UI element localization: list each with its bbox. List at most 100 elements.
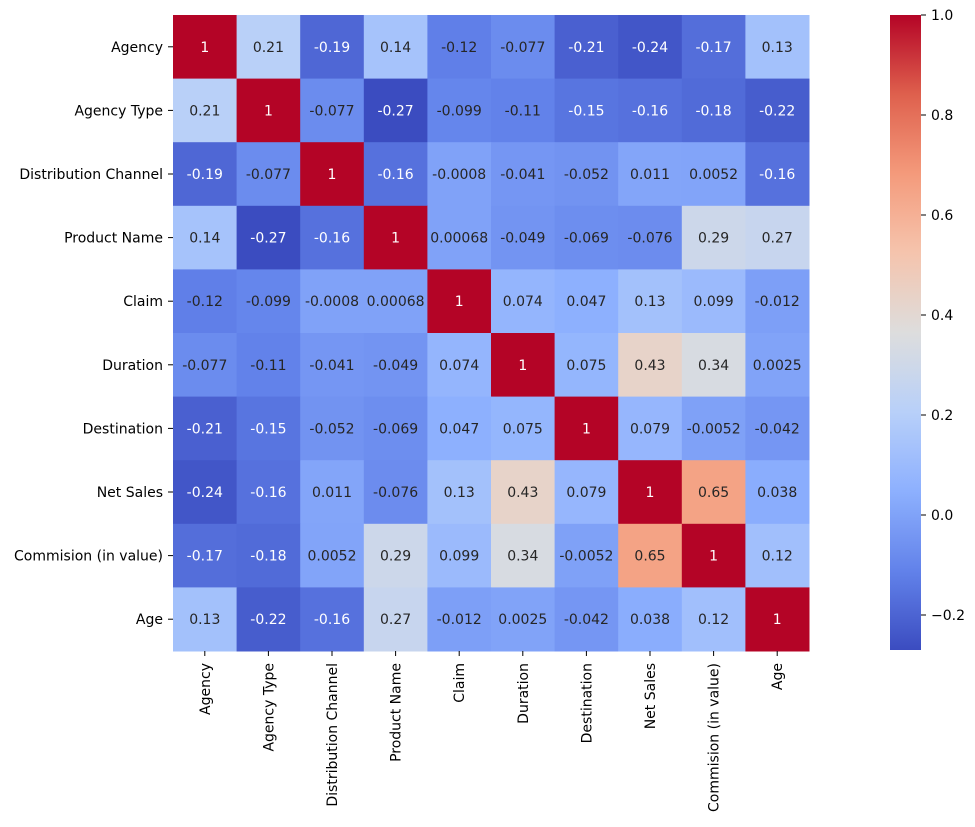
- cell-value-label: -0.052: [564, 167, 609, 183]
- heatmap-cell: [300, 205, 365, 270]
- heatmap-cell: [745, 333, 810, 398]
- cell-value-label: 0.12: [762, 549, 793, 565]
- cell-value-label: 0.074: [439, 358, 479, 374]
- cell-value-label: -0.012: [755, 294, 800, 310]
- heatmap-cell: [745, 396, 810, 461]
- heatmap-cell: [236, 396, 301, 461]
- heatmap-cell: [173, 269, 238, 334]
- cell-value-label: 0.074: [503, 294, 543, 310]
- heatmap-cell: [300, 333, 365, 398]
- cell-value-label: -0.16: [314, 612, 350, 628]
- cell-value-label: -0.27: [377, 103, 413, 119]
- heatmap-cell: [745, 142, 810, 207]
- heatmap-cell: [427, 460, 492, 525]
- cell-value-label: -0.077: [309, 103, 354, 119]
- heatmap-cell: [300, 142, 365, 207]
- cell-value-label: 1: [518, 358, 527, 374]
- cell-value-label: 0.038: [630, 612, 670, 628]
- heatmap-cell: [554, 396, 619, 461]
- heatmap-cell: [618, 142, 683, 207]
- cell-value-label: 0.0052: [689, 167, 738, 183]
- cell-value-label: -0.21: [568, 40, 604, 56]
- heatmap-cell: [173, 205, 238, 270]
- cell-value-label: -0.041: [309, 358, 354, 374]
- heatmap-cell: [681, 587, 746, 652]
- heatmap-cell: [491, 78, 556, 143]
- y-tick-label: Claim: [123, 294, 163, 310]
- heatmap-cell: [427, 523, 492, 588]
- heatmap-cell: [618, 205, 683, 270]
- x-tick-label: Agency: [198, 663, 214, 715]
- cell-value-label: 0.14: [189, 231, 220, 247]
- heatmap-cell: [173, 15, 238, 80]
- heatmap-cell: [491, 523, 556, 588]
- heatmap-cell: [618, 269, 683, 334]
- cell-value-label: -0.099: [246, 294, 291, 310]
- heatmap-cell: [681, 205, 746, 270]
- cell-value-label: -0.18: [695, 103, 731, 119]
- cell-value-label: 1: [455, 294, 464, 310]
- heatmap-cell: [745, 78, 810, 143]
- heatmap-cell: [236, 460, 301, 525]
- cell-value-label: 1: [709, 549, 718, 565]
- cell-value-label: -0.15: [250, 421, 286, 437]
- x-tick-label: Agency Type: [261, 663, 277, 752]
- cell-value-label: -0.15: [568, 103, 604, 119]
- cell-value-label: 0.13: [634, 294, 665, 310]
- heatmap-cell: [427, 333, 492, 398]
- cell-value-label: 0.29: [698, 231, 729, 247]
- y-tick-label: Net Sales: [97, 485, 163, 501]
- heatmap-cell: [745, 205, 810, 270]
- cell-value-label: -0.19: [187, 167, 223, 183]
- y-tick-label: Agency Type: [74, 103, 163, 119]
- x-axis: Agency Agency Type Distribution Channel Pro…: [198, 651, 786, 812]
- heatmap-cell: [745, 460, 810, 525]
- heatmap-cell: [618, 78, 683, 143]
- heatmap-cell: [554, 523, 619, 588]
- x-tick-label: Net Sales: [643, 663, 659, 729]
- colorbar: −0.2 0.0 0.2 0.4 0.6 0.8 1.0: [890, 8, 965, 650]
- heatmap-cell: [236, 587, 301, 652]
- y-tick-label: Product Name: [64, 231, 163, 247]
- x-tick-label: Claim: [452, 663, 468, 703]
- cell-value-label: 0.00068: [367, 294, 425, 310]
- heatmap-cell: [236, 269, 301, 334]
- y-tick-label: Destination: [83, 421, 163, 437]
- heatmap-cell: [173, 78, 238, 143]
- heatmap-cell: [491, 460, 556, 525]
- heatmap-cell: [427, 587, 492, 652]
- cell-value-label: -0.049: [500, 231, 545, 247]
- heatmap-cell: [363, 523, 428, 588]
- heatmap-cell: [427, 142, 492, 207]
- colorbar-gradient: [890, 15, 921, 650]
- cell-value-label: 0.075: [566, 358, 606, 374]
- heatmap-cell: [363, 78, 428, 143]
- cell-value-label: -0.099: [437, 103, 482, 119]
- y-tick-label: Agency: [111, 40, 163, 56]
- cell-value-label: 0.12: [698, 612, 729, 628]
- cell-value-label: -0.16: [632, 103, 668, 119]
- colorbar-tick-label: −0.2: [931, 608, 965, 624]
- cell-value-label: -0.19: [314, 40, 350, 56]
- heatmap-cell: [236, 15, 301, 80]
- heatmap-cell: [300, 269, 365, 334]
- cell-value-label: -0.22: [759, 103, 795, 119]
- heatmap-cell: [173, 396, 238, 461]
- colorbar-tick-label: 0.0: [931, 508, 953, 524]
- cell-value-label: 0.13: [762, 40, 793, 56]
- heatmap-cell: [363, 142, 428, 207]
- y-tick-label: Duration: [102, 358, 163, 374]
- cell-value-label: 0.0052: [308, 549, 357, 565]
- heatmap-cell: [681, 78, 746, 143]
- heatmap-cell: [554, 142, 619, 207]
- cell-value-label: 0.011: [312, 485, 352, 501]
- cell-value-label: 1: [582, 421, 591, 437]
- cell-value-label: -0.12: [441, 40, 477, 56]
- heatmap-cell: [554, 333, 619, 398]
- cell-value-label: -0.16: [314, 231, 350, 247]
- cell-value-label: -0.076: [627, 231, 672, 247]
- heatmap-cell: [300, 15, 365, 80]
- x-tick-label: Age: [770, 663, 786, 690]
- cell-value-label: -0.16: [759, 167, 795, 183]
